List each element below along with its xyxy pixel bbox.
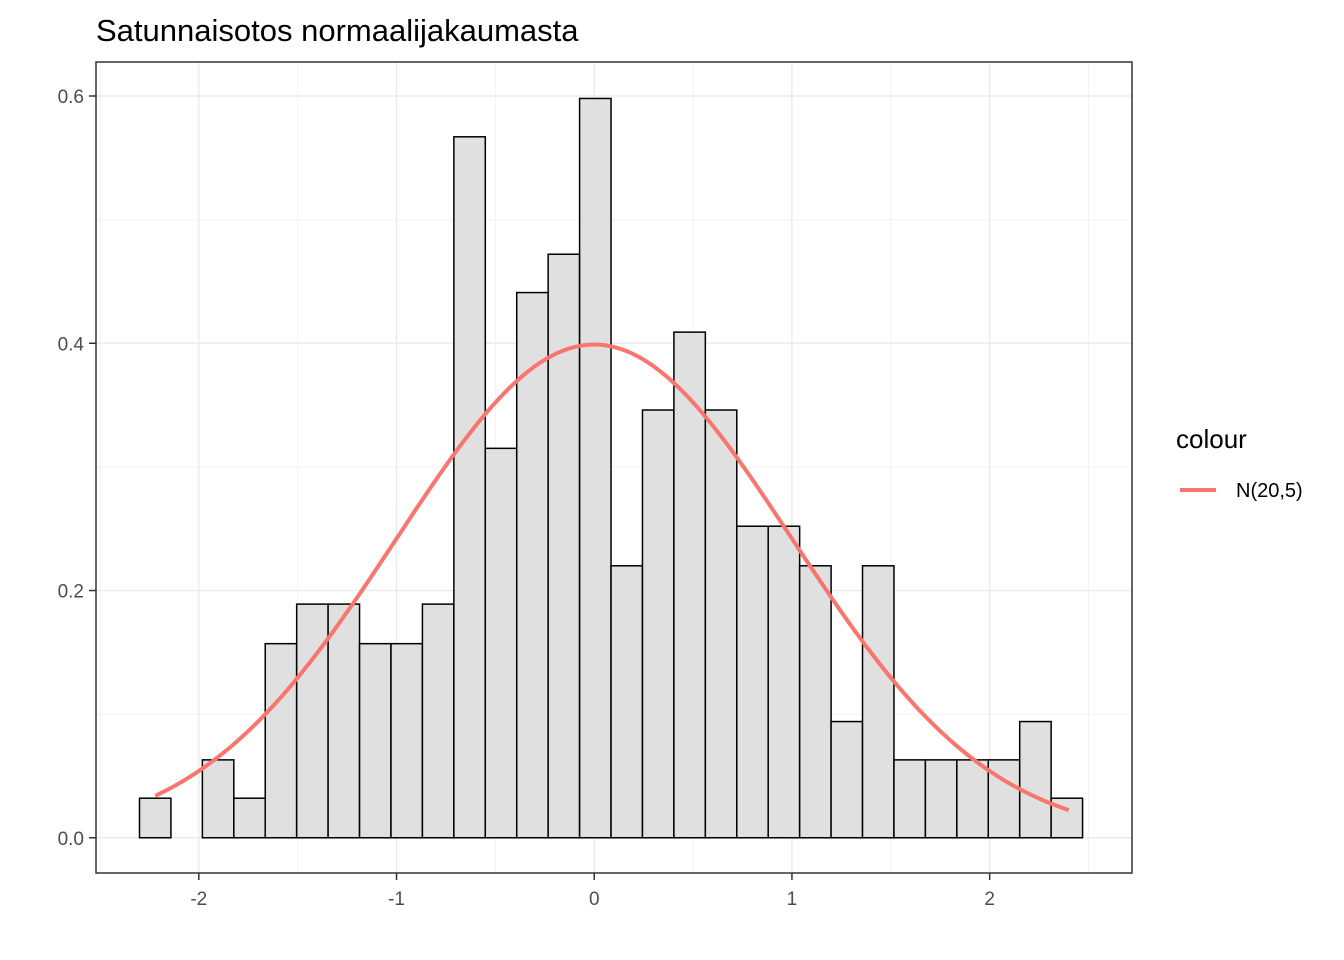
- histogram-bar: [924, 759, 958, 839]
- y-axis: 0.0 0.2 0.4 0.6: [58, 87, 96, 850]
- y-tick-label: 0.2: [58, 582, 84, 603]
- histogram-bar: [893, 759, 927, 839]
- histogram-bar: [138, 797, 172, 839]
- histogram-bar: [453, 136, 487, 839]
- x-tick-label: -1: [388, 889, 405, 910]
- x-tick-label: 2: [984, 889, 995, 910]
- histogram-bar: [295, 603, 329, 839]
- histogram-bar: [390, 642, 424, 839]
- x-tick-label: 1: [787, 889, 798, 910]
- histogram-bar: [861, 565, 895, 839]
- histogram-bar: [956, 759, 990, 839]
- x-tick-label: 0: [589, 889, 600, 910]
- y-tick-label: 0.6: [58, 87, 84, 108]
- histogram-bar: [578, 97, 612, 839]
- y-tick-label: 0.0: [58, 829, 84, 850]
- histogram-bar: [233, 797, 266, 839]
- histogram-bar: [610, 565, 644, 839]
- histogram-bars: [138, 97, 1084, 839]
- histogram-bar: [641, 409, 675, 839]
- plot-panel-border: [95, 61, 1133, 874]
- chart-title: Satunnaisotos normaalijakaumasta: [96, 13, 579, 48]
- normal-density-curve: [154, 342, 1070, 812]
- legend: colour N(20,5): [1176, 424, 1303, 502]
- y-tick-label: 0.4: [58, 334, 85, 355]
- histogram-bar: [736, 525, 769, 839]
- histogram-bar: [547, 253, 581, 839]
- histogram-bar: [421, 603, 455, 839]
- histogram-bar: [1018, 720, 1052, 839]
- x-axis: -2 -1 0 1 2: [190, 873, 995, 910]
- histogram-bar: [201, 759, 235, 839]
- legend-title: colour: [1176, 424, 1247, 454]
- x-tick-label: -2: [190, 889, 207, 910]
- histogram-bar: [830, 720, 864, 839]
- histogram-bar: [264, 642, 298, 839]
- histogram-bar: [673, 331, 707, 839]
- histogram-bar: [327, 603, 361, 839]
- legend-label: N(20,5): [1236, 480, 1303, 502]
- histogram-bar: [767, 525, 801, 839]
- histogram-bar: [798, 565, 832, 839]
- histogram-bar: [358, 642, 392, 839]
- histogram-bar: [484, 447, 518, 839]
- histogram-bar: [704, 409, 738, 839]
- histogram-bar: [987, 759, 1021, 839]
